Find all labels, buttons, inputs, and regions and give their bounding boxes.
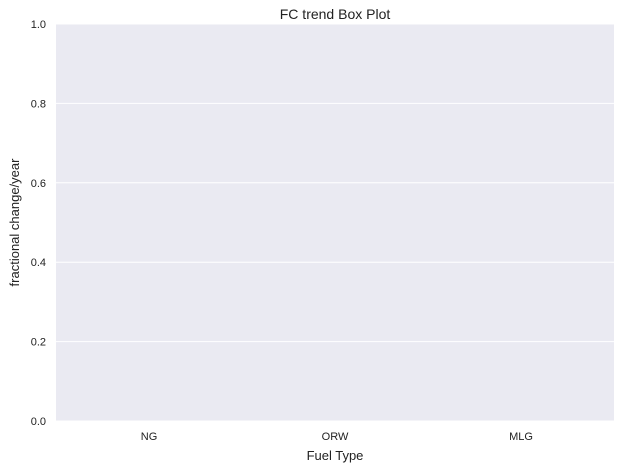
x-tick-label: ORW (322, 431, 349, 443)
x-tick-label: MLG (509, 431, 533, 443)
y-axis-ticks: 0.0 0.2 0.4 0.6 0.8 1.0 (31, 19, 46, 428)
y-tick-label: 0.2 (31, 337, 46, 349)
y-tick-label: 1.0 (31, 19, 46, 31)
x-tick-label: NG (141, 431, 158, 443)
x-axis-ticks: NG ORW MLG (141, 431, 533, 443)
y-axis-label: fractional change/year (7, 158, 22, 287)
y-tick-label: 0.8 (31, 98, 46, 110)
grid-lines (56, 23, 614, 422)
y-tick-label: 0.6 (31, 178, 46, 190)
y-tick-label: 0.4 (31, 257, 46, 269)
chart-title: FC trend Box Plot (280, 6, 391, 22)
y-tick-label: 0.0 (31, 416, 46, 428)
x-axis-label: Fuel Type (307, 448, 364, 463)
plot-area (56, 24, 614, 421)
